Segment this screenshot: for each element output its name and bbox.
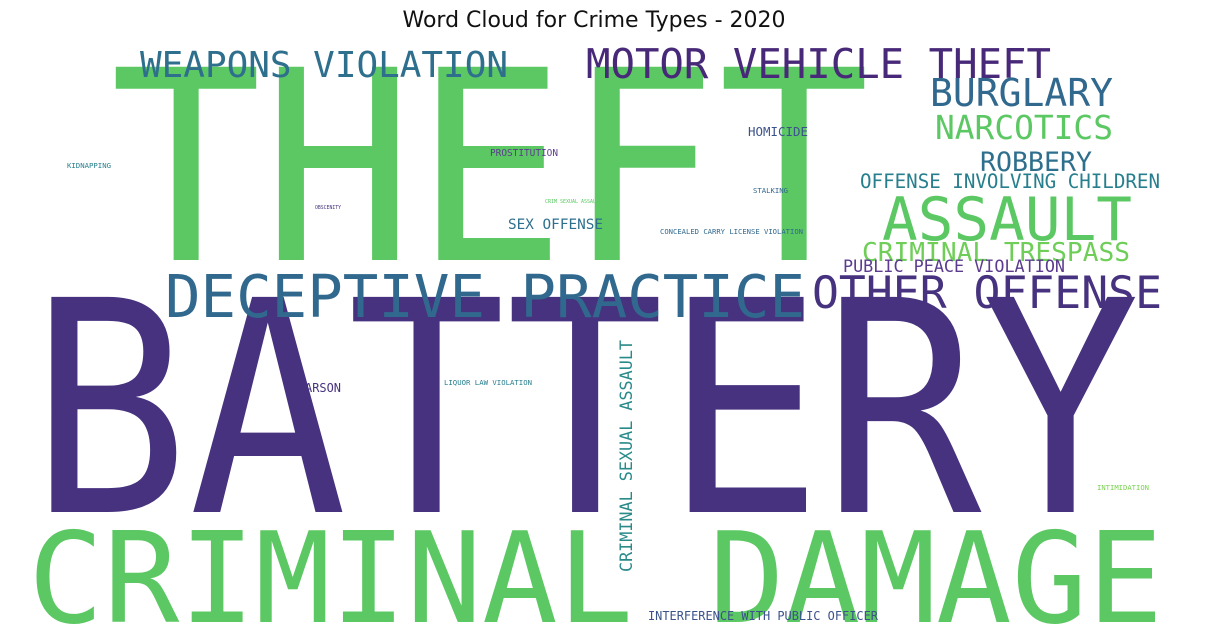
- word-crim-sexual-assault: CRIM SEXUAL ASSAULT: [545, 199, 602, 205]
- word-weapons-violation: WEAPONS VIOLATION: [140, 45, 508, 86]
- word-narcotics: NARCOTICS: [935, 109, 1113, 147]
- word-homicide: HOMICIDE: [748, 124, 808, 139]
- word-burglary: BURGLARY: [930, 71, 1113, 115]
- chart-title: Word Cloud for Crime Types - 2020: [402, 8, 786, 33]
- word-robbery: ROBBERY: [980, 147, 1092, 178]
- word-theft: THEFT: [110, 15, 870, 323]
- word-sex-offense: SEX OFFENSE: [508, 217, 603, 233]
- word-interference-with-public-officer: INTERFERENCE WITH PUBLIC OFFICER: [648, 609, 879, 623]
- word-public-peace-violation: PUBLIC PEACE VIOLATION: [843, 256, 1065, 276]
- word-arson: ARSON: [305, 381, 341, 395]
- word-deceptive-practice: DECEPTIVE PRACTICE: [165, 262, 805, 331]
- word-battery: BATTERY: [30, 238, 1140, 582]
- word-kidnapping: KIDNAPPING: [67, 161, 111, 170]
- word-concealed-carry-license-violation: CONCEALED CARRY LICENSE VIOLATION: [660, 227, 803, 236]
- word-intimidation: INTIMIDATION: [1097, 483, 1149, 492]
- word-prostitution: PROSTITUTION: [490, 148, 558, 159]
- word-obscenity: OBSCENITY: [315, 205, 341, 211]
- word-other-offense: OTHER OFFENSE: [812, 266, 1162, 319]
- word-criminal-damage: CRIMINAL DAMAGE: [28, 505, 1163, 640]
- word-criminal-trespass: CRIMINAL TRESPASS: [862, 238, 1130, 268]
- word-offense-involving-children: OFFENSE INVOLVING CHILDREN: [860, 170, 1160, 193]
- word-assault: ASSAULT: [882, 185, 1132, 254]
- word-motor-vehicle-theft: MOTOR VEHICLE THEFT: [586, 40, 1051, 88]
- word-stalking: STALKING: [753, 186, 788, 195]
- word-liquor-law-violation: LIQUOR LAW VIOLATION: [444, 378, 532, 387]
- word-criminal-sexual-assault: CRIMINAL SEXUAL ASSAULT: [616, 340, 636, 572]
